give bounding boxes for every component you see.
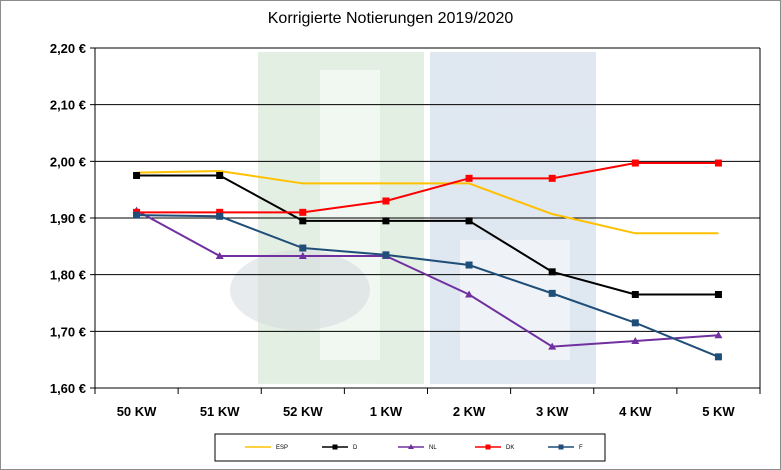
data-point: [465, 174, 473, 182]
data-point: [382, 251, 390, 259]
legend-label: DK: [506, 445, 514, 451]
x-tick-label: 5 KW: [702, 404, 735, 419]
data-point: [548, 342, 557, 350]
data-point: [631, 336, 640, 344]
y-tick-label: 1,90 €: [50, 211, 86, 226]
data-point: [548, 289, 556, 297]
legend-marker: [485, 444, 491, 450]
x-tick-label: 2 KW: [453, 404, 486, 419]
data-point: [299, 208, 307, 216]
legend-label: D: [353, 445, 358, 451]
y-tick-label: 2,20 €: [50, 41, 86, 56]
x-tick-label: 52 KW: [283, 404, 323, 419]
data-point: [631, 291, 639, 298]
chart-title: Korrigierte Notierungen 2019/2020: [267, 10, 514, 27]
series-line-nl: [136, 209, 719, 348]
legend-item-f: F: [548, 444, 583, 451]
y-tick-label: 1,60 €: [50, 381, 86, 396]
series-d: [133, 172, 722, 298]
series-line-d: [136, 174, 719, 296]
series-lines: [132, 159, 723, 361]
legend-item-esp: ESP: [245, 445, 288, 451]
y-gridlines: [95, 47, 760, 389]
data-point: [298, 251, 307, 259]
data-point: [548, 174, 556, 182]
y-tick-label: 1,80 €: [50, 268, 86, 283]
data-point: [216, 212, 224, 220]
data-point: [382, 217, 390, 225]
y-tick-label: 2,00 €: [50, 154, 86, 169]
series-nl: [132, 206, 723, 350]
series-line-f: [136, 214, 719, 358]
legend-label: ESP: [276, 445, 288, 451]
legend-label: F: [579, 445, 583, 451]
data-point: [465, 290, 474, 298]
data-point: [299, 244, 307, 252]
series-line-dk: [136, 162, 719, 214]
data-point: [631, 319, 639, 327]
series-dk: [133, 159, 722, 216]
data-point: [215, 251, 224, 259]
x-tick-label: 1 KW: [370, 404, 403, 419]
data-point: [548, 268, 556, 276]
legend-item-dk: DK: [475, 444, 514, 451]
legend-label: NL: [429, 445, 437, 451]
data-point: [133, 172, 141, 179]
data-point: [714, 159, 722, 167]
data-point: [465, 217, 473, 225]
legend-item-d: D: [322, 444, 358, 451]
legend-marker: [332, 444, 338, 450]
legend: ESP D NL DK F: [214, 433, 606, 462]
data-point: [216, 172, 224, 179]
x-tick-label: 3 KW: [536, 404, 569, 419]
data-point: [714, 353, 722, 361]
x-tick-label: 4 KW: [619, 404, 652, 419]
legend-item-nl: NL: [398, 444, 437, 451]
series-esp: [136, 169, 719, 235]
y-tick-label: 2,10 €: [50, 98, 86, 113]
data-point: [714, 331, 723, 339]
data-point: [216, 208, 224, 216]
data-point: [714, 291, 722, 298]
x-tick-label: 50 KW: [117, 404, 157, 419]
x-axis-ticks: 50 KW 51 KW 52 KW 1 KW 2 KW 3 KW 4 KW 5 KW: [117, 404, 736, 419]
plot-area: [90, 47, 761, 394]
data-point: [382, 197, 390, 205]
legend-marker: [558, 444, 564, 450]
data-point: [631, 159, 639, 167]
data-point: [465, 261, 473, 269]
series-line-esp: [136, 169, 719, 235]
y-axis-ticks: 1,60 € 1,70 € 1,80 € 1,90 € 2,00 € 2,10 € 2,20…: [50, 41, 86, 396]
y-tick-label: 1,70 €: [50, 324, 86, 339]
legend-marker: [408, 444, 414, 449]
data-point: [299, 217, 307, 225]
x-tick-label: 51 KW: [200, 404, 240, 419]
data-point: [133, 211, 141, 219]
series-f: [133, 211, 722, 361]
